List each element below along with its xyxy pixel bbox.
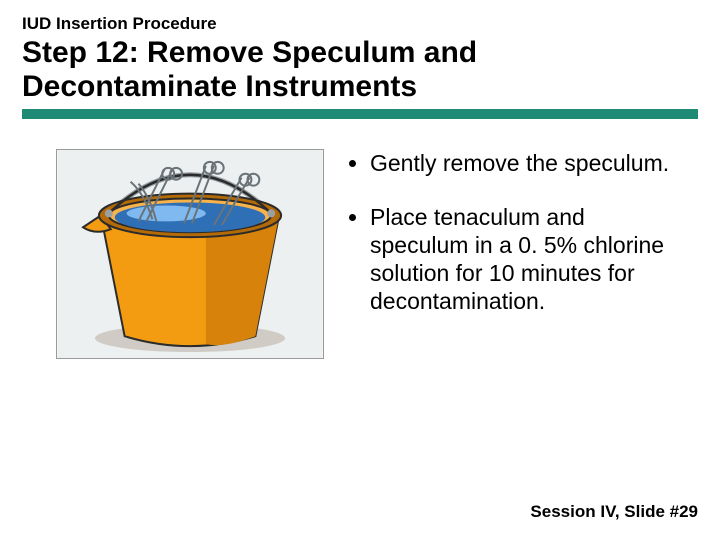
slide-footer: Session IV, Slide #29	[530, 502, 698, 522]
slide: IUD Insertion Procedure Step 12: Remove …	[0, 0, 720, 540]
title-rule	[22, 109, 698, 119]
bullet-list: Gently remove the speculum. Place tenacul…	[346, 149, 698, 364]
bucket-illustration	[56, 149, 324, 359]
slide-title: Step 12: Remove Speculum and Decontamina…	[22, 36, 698, 103]
content-row: Gently remove the speculum. Place tenacul…	[22, 149, 698, 364]
bullet-item: Gently remove the speculum.	[370, 149, 688, 177]
kicker-text: IUD Insertion Procedure	[22, 14, 698, 34]
illustration	[56, 149, 324, 364]
bullet-item: Place tenaculum and speculum in a 0. 5% …	[370, 203, 688, 315]
